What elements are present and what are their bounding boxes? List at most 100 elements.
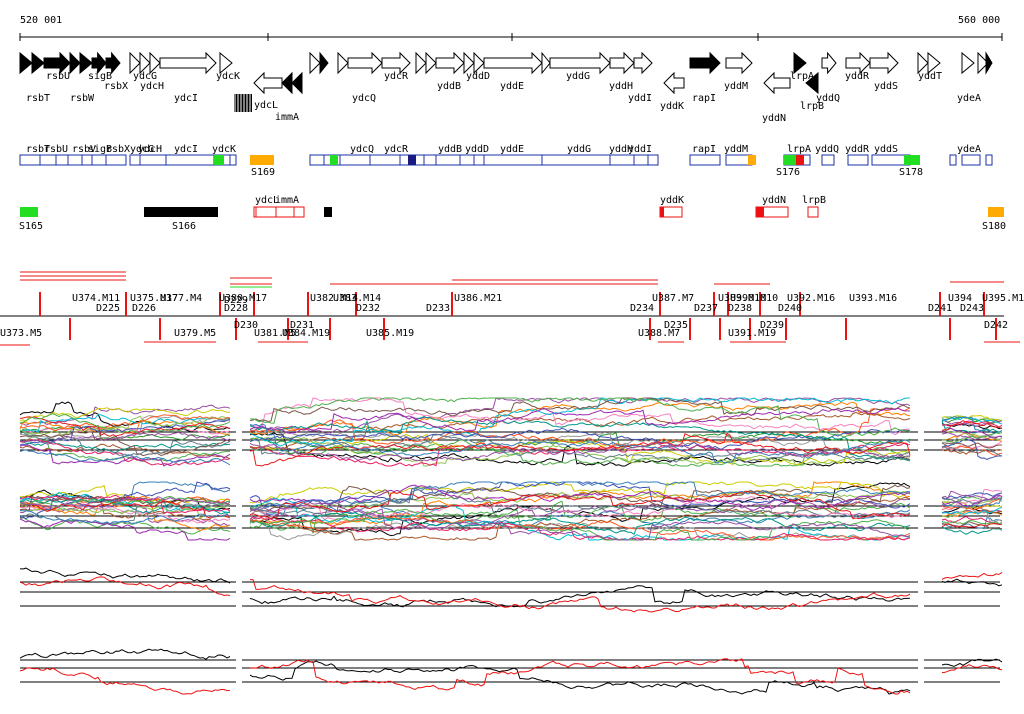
expression-trace xyxy=(19,567,231,584)
expression-trace xyxy=(19,416,231,437)
segment-S176: S176 xyxy=(776,167,800,178)
region-label-ydcR: ydcR xyxy=(384,144,409,155)
region-box xyxy=(105,154,127,166)
gene-label-yddH: yddH xyxy=(609,81,633,92)
region-green xyxy=(904,155,920,165)
deletion-D237: D237 xyxy=(694,303,718,314)
expression-trace xyxy=(19,496,231,508)
gene-label-ydcG: ydcG xyxy=(133,71,157,82)
gene-arrow xyxy=(663,71,685,95)
expression-trace xyxy=(941,578,1003,587)
gene-arrow xyxy=(381,51,411,75)
gene-label-immA: immA xyxy=(275,112,299,123)
expression-trace xyxy=(249,429,911,458)
expression-trace xyxy=(19,667,231,695)
gene-arrow xyxy=(917,51,929,75)
region-box xyxy=(541,154,611,166)
gene-arrow xyxy=(689,51,721,75)
gene-arrow-track xyxy=(19,51,993,112)
gene-arrow xyxy=(793,51,807,75)
deletion-D225: D225 xyxy=(96,303,120,314)
expression-trace xyxy=(249,423,911,464)
expression-trace xyxy=(19,401,231,433)
gene-label-yddN: yddN xyxy=(762,113,786,124)
expression-trace xyxy=(19,500,231,518)
feature-label-yddK: yddK xyxy=(660,195,684,206)
region-label-rsbT: rsbT xyxy=(26,144,50,155)
lower-marker-U391: U391.M19 xyxy=(728,328,776,339)
gene-arrow xyxy=(139,51,151,75)
gene-arrow xyxy=(105,51,121,75)
region-box xyxy=(847,154,869,166)
expression-trace xyxy=(250,579,911,613)
gene-arrow xyxy=(821,51,837,75)
expression-panel-3 xyxy=(19,552,1003,616)
upper-marker-U393: U393.M16 xyxy=(849,293,897,304)
region-box xyxy=(81,154,93,166)
expression-panel-4 xyxy=(19,640,1003,698)
region-box xyxy=(985,154,993,166)
expression-trace xyxy=(19,648,231,660)
gene-label-ydcR: ydcR xyxy=(384,71,409,82)
expression-trace xyxy=(941,526,1003,535)
deletion-D228: D228 xyxy=(224,303,248,314)
expression-trace xyxy=(941,492,1003,500)
gene-label-yddT: yddT xyxy=(918,71,942,82)
region-label-yddB: yddB xyxy=(438,144,462,155)
expression-trace xyxy=(249,508,911,541)
region-label-yddD: yddD xyxy=(465,144,489,155)
expression-trace xyxy=(941,506,1003,515)
region-box xyxy=(91,154,107,166)
expression-trace xyxy=(249,415,911,462)
deletion-D231: D231 xyxy=(290,320,314,331)
expression-trace xyxy=(19,449,231,466)
region-box xyxy=(647,154,659,166)
expression-trace xyxy=(249,484,911,511)
upper-marker-U387: U387.M7 xyxy=(652,293,694,304)
feature-black xyxy=(324,207,332,217)
expression-trace xyxy=(249,481,911,509)
region-box xyxy=(139,154,167,166)
region-box xyxy=(19,154,41,166)
expression-panel-1 xyxy=(19,394,1003,470)
expression-trace xyxy=(19,498,231,521)
expression-trace xyxy=(19,413,231,433)
expression-trace xyxy=(249,484,911,512)
region-box xyxy=(821,154,835,166)
region-box xyxy=(949,154,957,166)
region-label-ydcK: ydcK xyxy=(212,144,236,155)
segment-S169: S169 xyxy=(251,167,275,178)
feature-label-ydcL: ydcL xyxy=(255,195,279,206)
region-box xyxy=(609,154,635,166)
expression-trace xyxy=(249,431,911,455)
expression-trace xyxy=(19,510,231,525)
gene-arrow xyxy=(473,51,485,75)
region-label-rsbU: rsbU xyxy=(44,144,68,155)
expression-trace xyxy=(249,397,911,438)
expression-trace xyxy=(249,481,911,504)
gene-arrow xyxy=(415,51,427,75)
upper-marker-U395: U395.M1 xyxy=(982,293,1024,304)
expression-trace xyxy=(19,414,231,432)
deletion-D239: D239 xyxy=(760,320,784,331)
expression-trace xyxy=(19,495,231,512)
expression-trace xyxy=(19,495,230,508)
gene-arrow xyxy=(319,51,329,75)
expression-trace xyxy=(941,416,1003,424)
upper-marker-U382: U382.M14 xyxy=(310,293,358,304)
gene-arrow xyxy=(425,51,437,75)
expression-trace xyxy=(941,521,1003,530)
expression-trace xyxy=(19,431,231,445)
gene-arrow xyxy=(253,71,283,95)
expression-trace xyxy=(249,407,911,434)
gene-arrow xyxy=(845,51,871,75)
gene-arrow xyxy=(977,51,989,75)
marker-track xyxy=(0,271,1020,346)
upper-marker-U394: U394 xyxy=(948,293,972,304)
gene-label-yddD: yddD xyxy=(466,71,490,82)
region-label-rapI: rapI xyxy=(692,144,716,155)
region-box xyxy=(459,154,475,166)
gene-arrow xyxy=(805,71,819,95)
segment-S165: S165 xyxy=(19,221,43,232)
